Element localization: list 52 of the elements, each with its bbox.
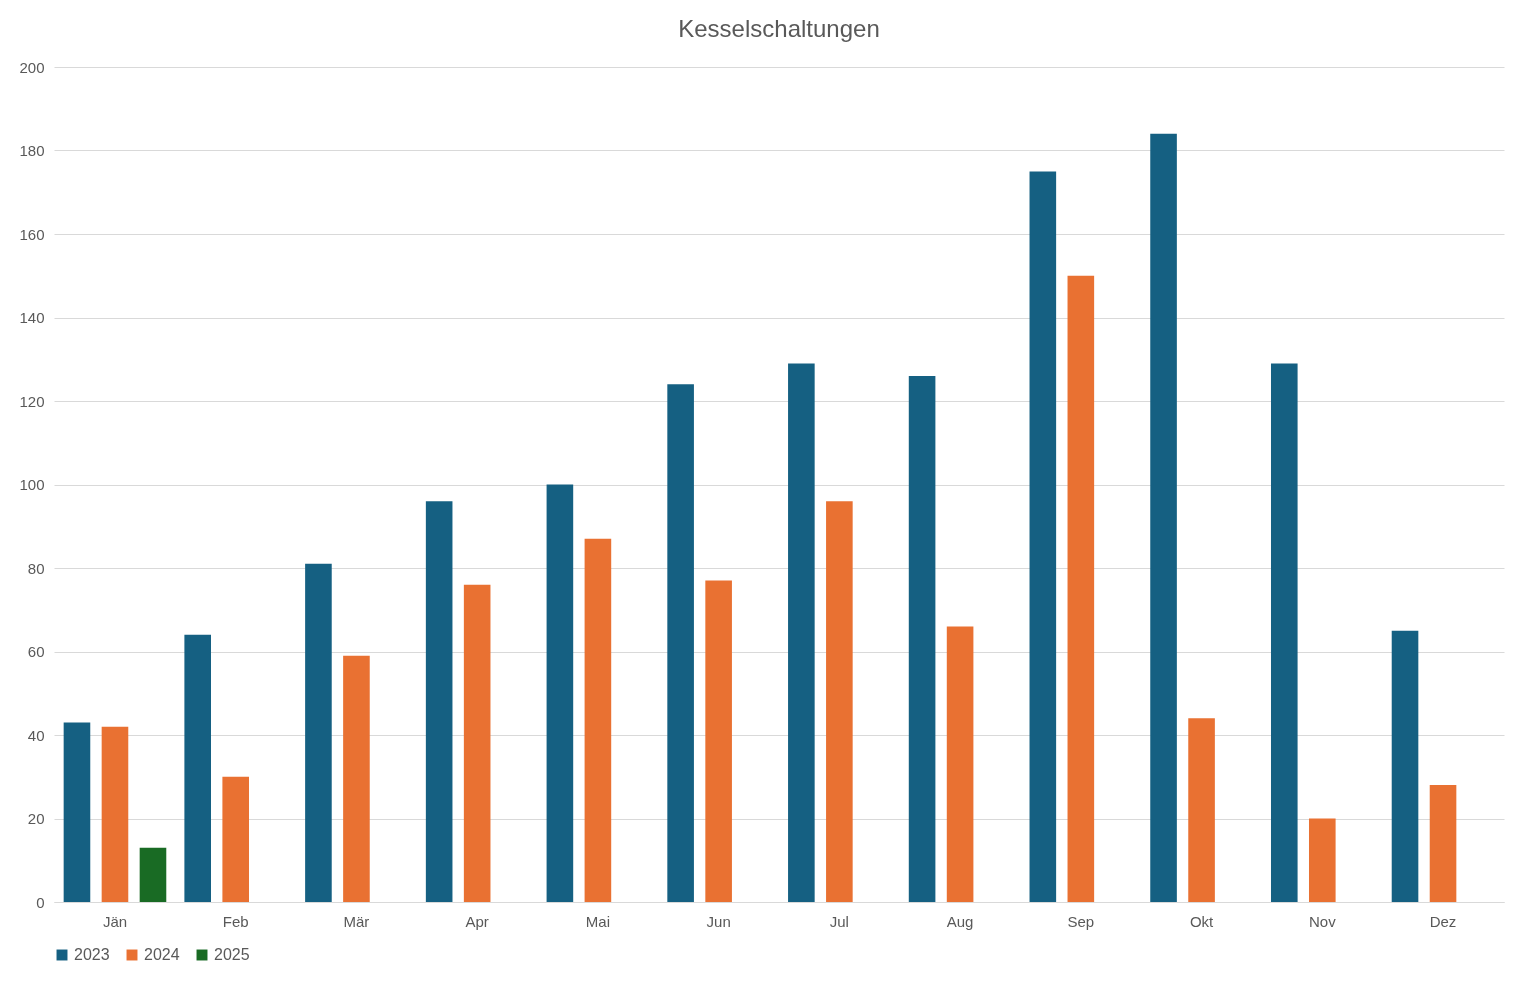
legend-label: 2024 (144, 946, 180, 963)
bar (1270, 363, 1298, 902)
bar (667, 384, 694, 902)
x-tick-label: Okt (1189, 912, 1215, 930)
y-tick-label: 160 (19, 225, 45, 243)
y-tick-label: 0 (36, 893, 45, 911)
bar (343, 655, 370, 902)
x-tick-label: Aug (946, 912, 974, 930)
bar (1150, 133, 1177, 902)
y-tick-label: 40 (27, 726, 45, 744)
chart-title: Kesselschaltungen (678, 15, 880, 42)
bar (305, 563, 332, 902)
bar (63, 722, 91, 902)
bar (1391, 630, 1419, 902)
x-tick-label: Nov (1308, 912, 1337, 930)
bar (1188, 718, 1215, 902)
bar (463, 584, 491, 902)
x-tick-label: Dez (1429, 912, 1457, 930)
y-tick-label: 140 (19, 309, 45, 326)
legend-label: 2023 (74, 946, 110, 963)
bar (139, 847, 167, 902)
bar (908, 375, 936, 902)
x-tick-label: Mär (343, 912, 370, 930)
y-tick-label: 100 (19, 476, 45, 493)
x-tick-label: Mai (585, 912, 610, 930)
x-tick-label: Sep (1067, 912, 1095, 930)
bar (1067, 275, 1095, 902)
bar (705, 580, 732, 902)
bar (184, 634, 211, 902)
bar (1308, 818, 1336, 902)
x-tick-label: Jän (102, 912, 128, 930)
x-tick-label: Feb (222, 912, 249, 930)
x-tick-label: Jul (829, 912, 849, 930)
y-tick-label: 200 (19, 58, 45, 76)
y-tick-label: 120 (19, 392, 45, 410)
legend-label: 2025 (214, 946, 250, 963)
bar (826, 501, 853, 902)
bar (425, 501, 453, 902)
y-tick-label: 20 (27, 810, 45, 827)
bar (222, 776, 250, 902)
bar (946, 626, 974, 902)
bar (101, 726, 129, 902)
bar (584, 538, 612, 902)
bar (1029, 171, 1057, 902)
bar (788, 363, 815, 902)
bar (1429, 785, 1457, 902)
x-tick-label: Jun (706, 912, 731, 930)
y-tick-label: 60 (27, 643, 45, 660)
bar (546, 484, 574, 902)
y-tick-label: 80 (27, 559, 45, 577)
y-tick-label: 180 (19, 142, 45, 159)
x-tick-label: Apr (465, 912, 489, 930)
